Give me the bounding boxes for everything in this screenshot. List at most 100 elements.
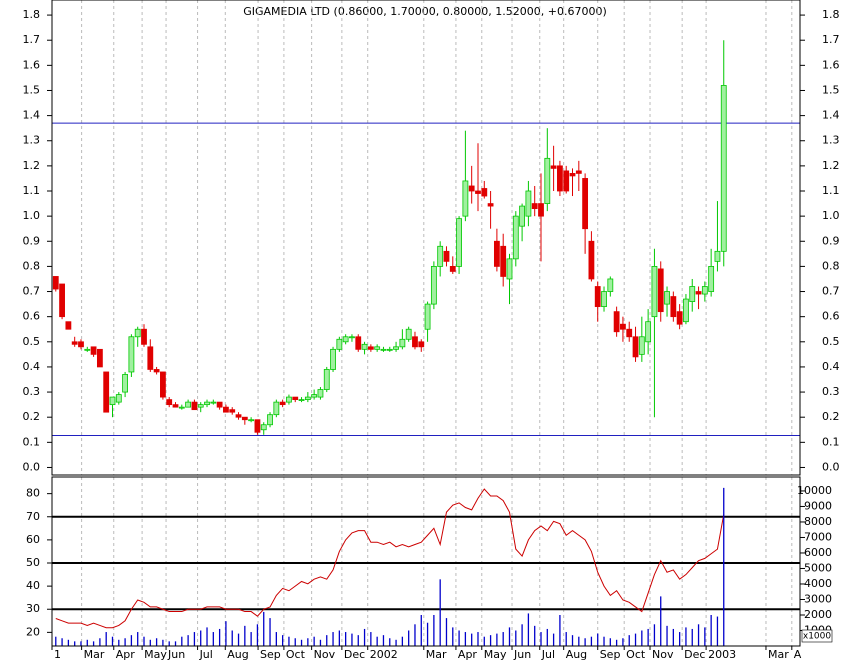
y-tick-label-right: 1.3 <box>822 134 840 147</box>
x-tick-label: May <box>484 648 507 661</box>
candle-body <box>676 311 683 325</box>
candle-body <box>52 276 59 290</box>
y-tick-label-right: 1.5 <box>822 83 840 96</box>
y-tick-label: 0.0 <box>23 460 41 473</box>
y-tick-label-right: 1.1 <box>822 184 840 197</box>
y-tick-label: 0.8 <box>23 259 41 272</box>
candle-body <box>178 406 185 409</box>
y-tick-label: 1.6 <box>23 58 41 71</box>
candle-body <box>531 203 538 209</box>
candle-body <box>720 85 727 252</box>
candle-body <box>355 336 362 350</box>
x-tick-label: Aug <box>566 648 587 661</box>
y2-tick-label: 2000 <box>804 608 832 621</box>
candle-body <box>695 291 702 295</box>
x-tick-label: 1 <box>54 648 61 661</box>
candle-body <box>632 336 639 358</box>
candle-body <box>506 258 513 280</box>
candle-body <box>204 401 210 406</box>
candle-body <box>607 278 614 292</box>
candle-body <box>59 283 65 318</box>
y-tick-label-right: 0.9 <box>822 234 840 247</box>
y2-tick-label: 6000 <box>804 546 832 559</box>
candle-body <box>493 240 500 267</box>
x-tick-label: Aug <box>227 648 248 661</box>
x-tick-label: Jul <box>541 648 555 661</box>
x-tick-label: Oct <box>286 648 306 661</box>
candle-body <box>267 414 273 426</box>
candle-body <box>122 374 128 393</box>
x-tick-label: Mar <box>768 648 789 661</box>
y-tick-label: 80 <box>26 487 40 500</box>
candle-body <box>260 424 267 431</box>
candle-body <box>160 371 166 398</box>
candle-body <box>399 338 406 348</box>
y-tick-label-right: 0.1 <box>822 435 840 448</box>
candle-body <box>645 321 652 343</box>
candle-body <box>487 203 494 207</box>
candle-body <box>683 298 689 323</box>
candle-body <box>626 328 633 338</box>
x-tick-label: Jun <box>167 648 185 661</box>
y-tick-label-right: 1.4 <box>822 109 840 122</box>
candle-body <box>229 409 236 413</box>
y-tick-label: 1.8 <box>23 8 41 21</box>
y-tick-label: 50 <box>26 556 40 569</box>
candle-body <box>563 170 570 192</box>
candle-body <box>235 414 242 418</box>
candle-body <box>594 286 601 308</box>
y-tick-label: 0.9 <box>23 234 41 247</box>
y-tick-label-right: 0.7 <box>822 285 840 298</box>
candle-body <box>78 341 84 348</box>
candle-body <box>147 346 154 370</box>
candle-body <box>500 245 507 277</box>
candle-body <box>191 401 198 411</box>
y2-tick-label: 3000 <box>804 592 832 605</box>
y2-tick-label: 9000 <box>804 499 832 512</box>
candle-body <box>317 389 324 398</box>
y-tick-label-right: 0.0 <box>822 460 840 473</box>
y-tick-label-right: 1.2 <box>822 159 840 172</box>
y-tick-label: 1.5 <box>23 83 41 96</box>
candle-body <box>689 286 696 302</box>
candle-body <box>386 348 393 351</box>
x-tick-label: Jul <box>199 648 213 661</box>
candle-body <box>475 190 481 194</box>
y-tick-label-right: 0.4 <box>822 360 840 373</box>
candle-body <box>393 346 399 350</box>
candle-body <box>103 371 110 413</box>
y-tick-label: 60 <box>26 533 40 546</box>
candle-body <box>462 180 469 217</box>
y-tick-label: 0.4 <box>23 360 41 373</box>
candle-body <box>65 321 72 330</box>
panel-frame <box>51 0 801 476</box>
y-tick-label-right: 0.3 <box>822 385 840 398</box>
candle-body <box>670 296 677 318</box>
candle-body <box>172 404 179 408</box>
candle-body <box>575 170 582 174</box>
candle-body <box>330 348 336 370</box>
y-tick-label: 30 <box>26 602 40 615</box>
candle-body <box>141 328 147 345</box>
x-tick-label: A <box>794 648 802 661</box>
candle-body <box>216 401 223 408</box>
x-tick-label: Apr <box>116 648 136 661</box>
candle-body <box>286 396 292 403</box>
candle-body <box>336 338 343 350</box>
candle-body <box>613 311 620 333</box>
x-tick-label: Sep <box>600 648 621 661</box>
candle-body <box>109 396 116 406</box>
y2-unit-box <box>801 629 833 643</box>
candle-body <box>481 188 488 197</box>
candle-body <box>96 348 103 368</box>
candle-body <box>210 401 217 404</box>
y-tick-label: 0.7 <box>23 285 41 298</box>
y2-tick-label: 10000 <box>797 484 832 497</box>
y-tick-label: 1.1 <box>23 184 41 197</box>
candle-body <box>304 396 311 401</box>
candle-body <box>701 286 708 295</box>
x-tick-label: 2002 <box>370 648 398 661</box>
candle-body <box>468 185 475 192</box>
candle-body <box>197 404 204 408</box>
